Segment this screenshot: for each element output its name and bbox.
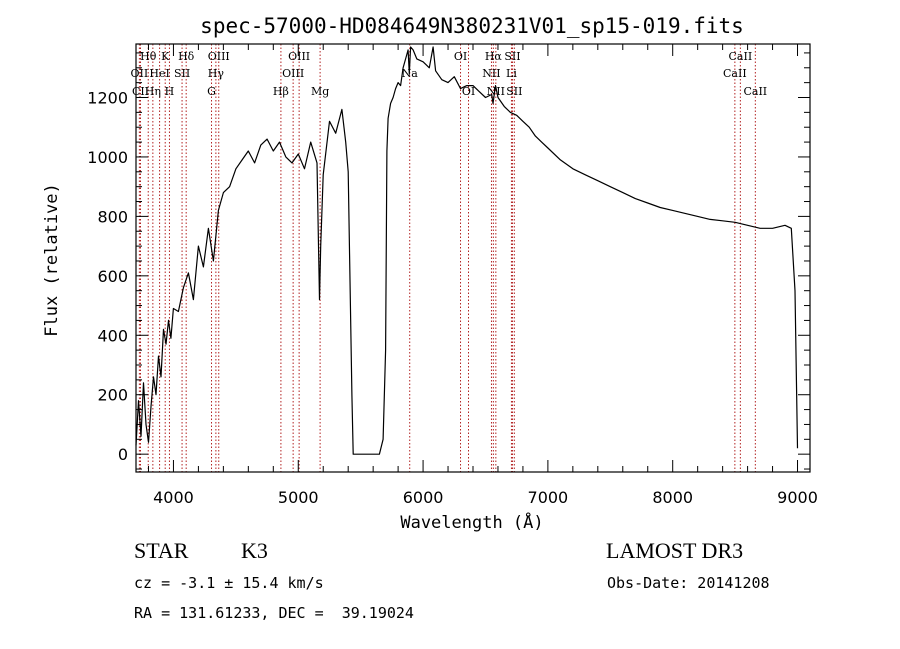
spectral-line-label: OII (131, 67, 149, 80)
spectral-line-markers (138, 44, 756, 472)
y-tick-label: 0 (118, 445, 128, 464)
y-tick-label: 400 (97, 326, 128, 345)
survey-label: LAMOST DR3 (606, 538, 744, 563)
object-type: STAR (134, 538, 189, 563)
y-tick-label: 1000 (87, 148, 128, 167)
spectral-line-label: SII (504, 50, 520, 63)
spectral-line-label: OIII (208, 50, 230, 63)
x-tick-label: 5000 (278, 488, 319, 507)
chart-title: spec-57000-HD084649N380231V01_sp15-019.f… (200, 14, 744, 38)
spectral-line-label: K (161, 50, 170, 63)
y-tick-label: 1200 (87, 89, 128, 108)
spectral-line-label: HeI (149, 67, 169, 80)
spectral-line-label: H (165, 85, 175, 98)
spectral-line-label: Hη (145, 85, 161, 98)
x-tick-label: 7000 (528, 488, 569, 507)
x-tick-label: 4000 (153, 488, 194, 507)
object-subclass: K3 (241, 538, 268, 563)
spectral-line-label: G (207, 85, 216, 98)
axis-ticks: 4000 5000 6000 7000 8000 9000 0 200 400 600 800 100… (87, 44, 818, 507)
spectral-line-label: Hδ (178, 50, 195, 63)
plot-frame (135, 43, 811, 473)
spectral-line-label: OI (462, 85, 475, 98)
redshift-text: cz = -3.1 ± 15.4 km/s (134, 574, 324, 592)
spectral-line-label: Hγ (208, 67, 225, 80)
x-tick-label: 6000 (403, 488, 444, 507)
spectral-line-label: OIII (282, 67, 304, 80)
spectral-line-label: OI (454, 50, 467, 63)
spectral-line-label: NII (482, 67, 500, 80)
y-axis-label: Flux (relative) (42, 183, 62, 337)
spectral-line-label: Hα (485, 50, 503, 63)
spectral-line-label: OIII (288, 50, 310, 63)
spectral-line-label: SII (174, 67, 190, 80)
y-tick-label: 200 (97, 386, 128, 405)
y-tick-label: 800 (97, 207, 128, 226)
obs-date: Obs-Date: 20141208 (607, 574, 770, 592)
spectral-line-label: CaII (729, 50, 753, 63)
coordinates: RA = 131.61233, DEC = 39.19024 (134, 604, 414, 622)
x-tick-label: 8000 (652, 488, 693, 507)
x-axis-label: Wavelength (Å) (400, 511, 543, 533)
y-tick-label: 600 (97, 267, 128, 286)
spectral-line-label: Hβ (273, 85, 289, 98)
spectral-line-label: CaII (723, 67, 747, 80)
x-tick-label: 9000 (777, 488, 818, 507)
spectrum-line (135, 46, 799, 455)
spectral-line-label: Hθ (140, 50, 157, 63)
spectral-line-label: SII (506, 85, 522, 98)
spectral-line-label: CaII (743, 85, 767, 98)
spectral-line-label: Mg (311, 85, 329, 98)
spectral-line-label: Na (402, 67, 419, 80)
spectral-line-label: Li (506, 67, 517, 80)
